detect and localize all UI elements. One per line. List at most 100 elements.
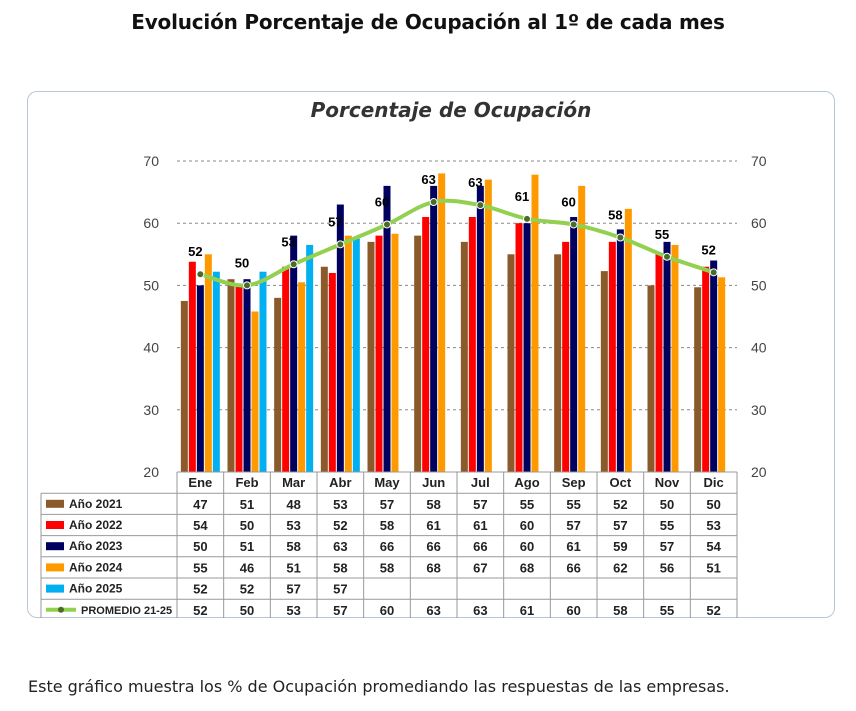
- table-cell: 50: [193, 539, 207, 554]
- bar: [320, 266, 328, 472]
- category-label: Nov: [655, 475, 680, 490]
- category-label: Ago: [514, 475, 539, 490]
- table-cell: 57: [333, 603, 347, 618]
- page-title: Evolución Porcentaje de Ocupación al 1º …: [131, 10, 725, 34]
- table-cell: 58: [333, 560, 347, 575]
- average-point: [336, 240, 345, 249]
- table-cell: 57: [286, 582, 300, 597]
- bar: [196, 285, 204, 472]
- category-label: Mar: [282, 475, 305, 490]
- table-cell: 58: [380, 560, 394, 575]
- bar: [227, 279, 235, 472]
- bar: [344, 235, 352, 472]
- average-data-label: 52: [701, 242, 715, 257]
- category-label: Abr: [329, 475, 351, 490]
- table-cell: 48: [286, 497, 300, 512]
- table-cell: 55: [520, 497, 534, 512]
- bar: [523, 223, 531, 472]
- table-cell: 56: [660, 560, 674, 575]
- average-data-label: 57: [328, 214, 342, 229]
- bars: [180, 173, 726, 473]
- average-data-label: 50: [235, 255, 249, 270]
- table-cell: 60: [520, 518, 534, 533]
- table-cell: 55: [660, 518, 674, 533]
- table-cell: 59: [613, 539, 627, 554]
- table-cell: 60: [520, 539, 534, 554]
- table-cell: 54: [706, 539, 721, 554]
- y-tick-label-right: 40: [751, 340, 767, 356]
- bar: [430, 185, 438, 472]
- table-cell: 57: [660, 539, 674, 554]
- table-cell: 50: [706, 497, 720, 512]
- bar: [188, 261, 196, 472]
- table-cell: 58: [380, 518, 394, 533]
- bar: [460, 241, 468, 472]
- bar: [600, 271, 608, 472]
- table-cell: 63: [333, 539, 347, 554]
- category-label: May: [374, 475, 400, 490]
- average-point: [196, 270, 205, 279]
- legend-color-key: [46, 521, 64, 529]
- category-label: Jun: [422, 475, 445, 490]
- bar: [702, 266, 710, 472]
- category-label: Ene: [188, 475, 212, 490]
- average-line-path: [198, 198, 716, 288]
- bar: [274, 297, 282, 472]
- table-cell: 61: [566, 539, 580, 554]
- table-cell: 57: [613, 518, 627, 533]
- table-cell: 60: [566, 603, 580, 618]
- bar: [290, 235, 298, 472]
- bar: [663, 241, 671, 472]
- table-cell: 52: [193, 582, 207, 597]
- y-tick-label-right: 20: [751, 464, 767, 480]
- table-cell: 52: [706, 603, 720, 618]
- data-labels: 52 50 53 57 60 63 63 61 60 58 55 52: [188, 172, 716, 270]
- bar: [204, 254, 212, 472]
- table-cell: 47: [193, 497, 207, 512]
- legend-color-key: [46, 563, 64, 572]
- bar: [515, 223, 523, 472]
- bar: [212, 271, 220, 472]
- table-cell: 66: [426, 539, 440, 554]
- bar: [718, 277, 726, 472]
- legend-color-key: [46, 499, 64, 508]
- chart-title: Porcentaje de Ocupación: [311, 98, 592, 122]
- table-cell: 51: [286, 560, 300, 575]
- bar: [694, 287, 702, 472]
- table-cell: 52: [333, 518, 347, 533]
- table-cell: 60: [380, 603, 394, 618]
- table-cell: 53: [286, 518, 300, 533]
- bar: [243, 279, 251, 472]
- legend-label: Año 2025: [69, 582, 123, 596]
- legend-label: Año 2022: [69, 518, 123, 532]
- legend-color-key: [46, 542, 64, 551]
- bar: [484, 179, 492, 472]
- bar: [306, 244, 314, 472]
- y-tick-label-right: 30: [751, 402, 767, 418]
- table-cell: 52: [193, 603, 207, 618]
- bar: [655, 254, 663, 472]
- bar: [298, 282, 306, 472]
- table-cell: 51: [240, 497, 254, 512]
- table-cell: 61: [426, 518, 440, 533]
- bar: [562, 241, 570, 472]
- table-cell: 63: [473, 603, 487, 618]
- legend-color-key: [46, 584, 64, 593]
- bar: [710, 260, 718, 472]
- table-cell: 66: [566, 560, 580, 575]
- table-cell: 58: [426, 497, 440, 512]
- category-label: Dic: [704, 475, 724, 490]
- y-tick-label-right: 50: [751, 277, 767, 293]
- bar: [367, 241, 375, 472]
- average-point: [243, 281, 251, 290]
- average-data-label: 63: [421, 172, 435, 187]
- table-cell: 51: [240, 539, 254, 554]
- table-cell: 46: [240, 560, 254, 575]
- bar: [251, 311, 259, 472]
- category-label: Feb: [235, 475, 258, 490]
- table-cell: 67: [473, 560, 487, 575]
- y-tick-label-left: 60: [143, 215, 159, 231]
- legend-label: PROMEDIO 21-25: [81, 605, 172, 617]
- bar: [647, 285, 655, 472]
- bar: [507, 254, 515, 472]
